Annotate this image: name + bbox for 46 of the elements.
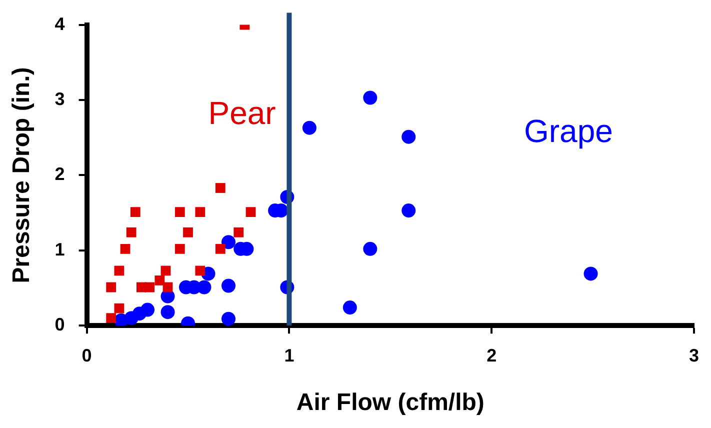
point [160, 266, 171, 276]
point [106, 282, 116, 292]
point [195, 207, 206, 217]
point [162, 282, 173, 292]
x-tick-label: 3 [688, 345, 699, 366]
point [106, 313, 116, 324]
text: Grape [524, 112, 613, 149]
point [195, 266, 206, 276]
point [114, 266, 124, 276]
point [174, 207, 185, 217]
point [302, 120, 316, 135]
point [342, 300, 357, 315]
point [363, 242, 378, 256]
point [221, 235, 236, 250]
point [584, 266, 598, 281]
y-tick-label: 1 [54, 239, 65, 260]
point [246, 207, 256, 217]
point [215, 183, 226, 193]
point [221, 278, 236, 293]
point [114, 303, 124, 314]
point [160, 305, 175, 320]
point [154, 276, 165, 286]
point [221, 312, 236, 326]
x-tick-label: 2 [486, 345, 497, 366]
point [363, 90, 378, 105]
series-label: Pear [208, 94, 276, 131]
point [120, 244, 130, 254]
y-tick-label: 3 [54, 88, 65, 109]
point [402, 130, 416, 144]
point [234, 227, 244, 238]
point [183, 227, 193, 238]
point [197, 280, 212, 294]
point [126, 227, 136, 238]
y-tick-label: 2 [54, 164, 65, 184]
point [402, 204, 416, 218]
point [130, 207, 140, 217]
x-tick-label: 0 [82, 345, 92, 366]
point [215, 244, 226, 254]
point [174, 244, 185, 254]
y-tick-label: 0 [54, 314, 65, 335]
x-axis-title: Air Flow (cfm/lb) [296, 389, 484, 416]
point [144, 282, 155, 292]
point [140, 302, 155, 317]
x-tick-label: 1 [284, 345, 294, 366]
y-axis-title: Pressure Drop (in.) [8, 67, 36, 284]
y-tick-label: 4 [54, 14, 65, 34]
